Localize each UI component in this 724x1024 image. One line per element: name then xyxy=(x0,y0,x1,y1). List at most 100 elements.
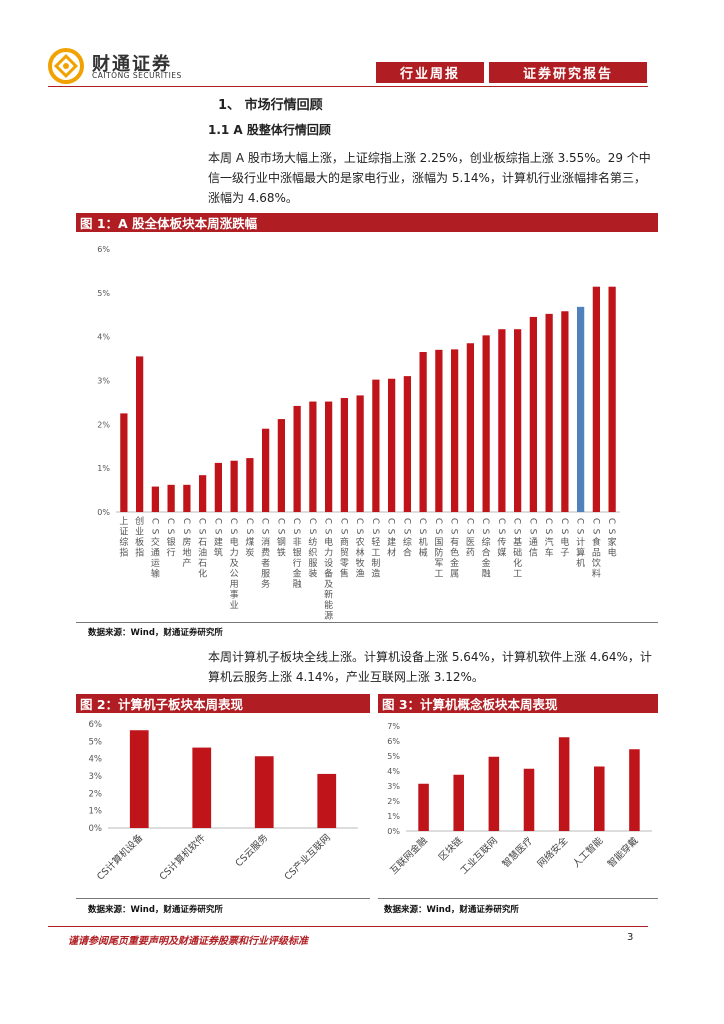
x-tick-label-char: 渔 xyxy=(356,569,365,580)
x-tick-label-char: 炭 xyxy=(245,548,254,559)
x-tick-label: 智能穿戴 xyxy=(605,834,641,870)
y-tick-label: 3% xyxy=(89,772,103,782)
x-tick-label-char: C xyxy=(449,518,459,524)
figure3-source: 数据来源：Wind，财通证券研究所 xyxy=(384,905,519,915)
x-tick-label-char: C xyxy=(433,518,443,524)
x-tick-label-char: S xyxy=(244,529,254,535)
y-tick-label: 1% xyxy=(387,812,400,821)
bar xyxy=(529,316,537,512)
x-tick-label-char: 源 xyxy=(324,611,333,621)
x-tick-label-char: C xyxy=(575,518,585,524)
x-tick-label-char: 贸 xyxy=(340,547,349,559)
y-tick-label: 4% xyxy=(89,755,103,765)
x-tick-label-char: S xyxy=(307,529,317,535)
figure2-source: 数据来源：Wind，财通证券研究所 xyxy=(88,905,223,915)
bar xyxy=(254,756,274,828)
x-tick-label-char: 电 xyxy=(608,547,617,559)
x-tick-label-char: S xyxy=(291,529,301,535)
bar xyxy=(151,486,159,512)
x-tick-label-char: S xyxy=(260,529,270,535)
x-tick-label-char: C xyxy=(370,518,380,524)
x-tick-label-char: 综 xyxy=(403,536,412,548)
x-tick-label-char: 牧 xyxy=(356,557,365,569)
x-tick-label-char: S xyxy=(181,529,191,535)
x-tick-label-char: 创 xyxy=(135,515,144,527)
x-tick-label-char: C xyxy=(181,518,191,524)
bar xyxy=(403,376,411,512)
bar xyxy=(435,349,443,512)
x-tick-label-char: 通 xyxy=(529,537,538,548)
x-tick-label-char: S xyxy=(370,529,380,535)
y-tick-label: 3% xyxy=(387,782,400,791)
x-tick-label-char: 子 xyxy=(560,548,569,559)
x-tick-label-char: 建 xyxy=(387,536,396,548)
bar xyxy=(388,378,396,512)
x-tick-label-char: 饮 xyxy=(592,557,601,569)
bar xyxy=(545,313,553,512)
x-tick-label-char: C xyxy=(291,518,301,524)
x-tick-label-char: C xyxy=(527,518,537,524)
x-tick-label-char: C xyxy=(307,518,317,524)
x-tick-label-char: 输 xyxy=(151,568,160,580)
x-tick-label-char: 服 xyxy=(308,558,317,569)
x-tick-label-char: 传 xyxy=(497,536,506,548)
x-tick-label-char: 事 xyxy=(230,589,239,601)
figure2-bottom-rule xyxy=(76,898,370,899)
bar xyxy=(293,405,301,512)
market-summary-paragraph: 本周 A 股市场大幅上涨，上证综指上涨 2.25%，创业板综指上涨 3.55%。… xyxy=(208,151,651,205)
x-tick-label-char: S xyxy=(354,529,364,535)
x-tick-label-char: 医 xyxy=(466,537,475,548)
bar xyxy=(608,286,616,512)
x-tick-label-char: 工 xyxy=(371,549,380,559)
figure1-bottom-rule xyxy=(76,622,658,623)
x-tick-label-char: 及 xyxy=(230,558,239,569)
all-sector-bar-chart: 0%1%2%3%4%5%6%上证综指创业板指CS交通运输CS银行CS房地产CS石… xyxy=(97,245,620,621)
x-tick-label-char: 交 xyxy=(151,536,160,548)
footer-divider xyxy=(48,926,648,927)
y-tick-label: 4% xyxy=(387,767,400,776)
x-tick-label-char: 机 xyxy=(576,557,585,569)
x-tick-label-char: 合 xyxy=(403,547,412,559)
x-tick-label-char: 工 xyxy=(434,570,443,580)
bar xyxy=(309,401,317,512)
x-tick-label-char: 新 xyxy=(324,589,333,601)
bar xyxy=(592,286,600,512)
bar xyxy=(317,773,337,828)
bar xyxy=(246,458,254,512)
y-tick-label: 3% xyxy=(97,377,110,386)
x-tick-label-char: 车 xyxy=(545,547,554,559)
x-tick-label-char: 药 xyxy=(466,548,475,559)
x-tick-label-char: C xyxy=(386,518,396,524)
x-tick-label-char: 油 xyxy=(198,547,207,559)
y-tick-label: 5% xyxy=(89,737,103,747)
x-tick-label-char: 织 xyxy=(308,547,317,559)
x-tick-label-char: 金 xyxy=(293,568,302,580)
x-tick-label-char: 设 xyxy=(324,558,333,569)
x-tick-label-char: C xyxy=(244,518,254,524)
x-tick-label-char: C xyxy=(354,518,364,524)
x-tick-label-char: 金 xyxy=(482,557,491,569)
x-tick-label-char: S xyxy=(433,529,443,535)
y-tick-label: 0% xyxy=(97,508,110,517)
x-tick-label-char: 指 xyxy=(119,547,128,559)
x-tick-label-char: C xyxy=(559,518,569,524)
x-tick-label-char: 属 xyxy=(450,569,459,580)
x-tick-label-char: 上 xyxy=(119,516,128,527)
y-tick-label: 2% xyxy=(97,420,110,429)
bar xyxy=(325,401,333,512)
figure1-source: 数据来源：Wind，财通证券研究所 xyxy=(88,628,223,638)
x-tick-label-char: 指 xyxy=(135,547,144,559)
brand-name-en: CAITONG SECURITIES xyxy=(92,71,182,80)
x-tick-label-char: 汽 xyxy=(545,536,554,548)
x-tick-label-char: S xyxy=(480,529,490,535)
x-tick-label: CS云服务 xyxy=(233,831,271,869)
bar xyxy=(340,398,348,512)
figure1-title: 图 1：A 股全体板块本周涨跌幅 xyxy=(76,213,658,232)
x-tick-label-char: 有 xyxy=(450,536,459,548)
bar xyxy=(120,413,128,512)
x-tick-label-char: C xyxy=(165,518,175,524)
bar xyxy=(129,730,149,828)
x-tick-label-char: 农 xyxy=(356,536,365,548)
y-tick-label: 2% xyxy=(89,789,103,799)
